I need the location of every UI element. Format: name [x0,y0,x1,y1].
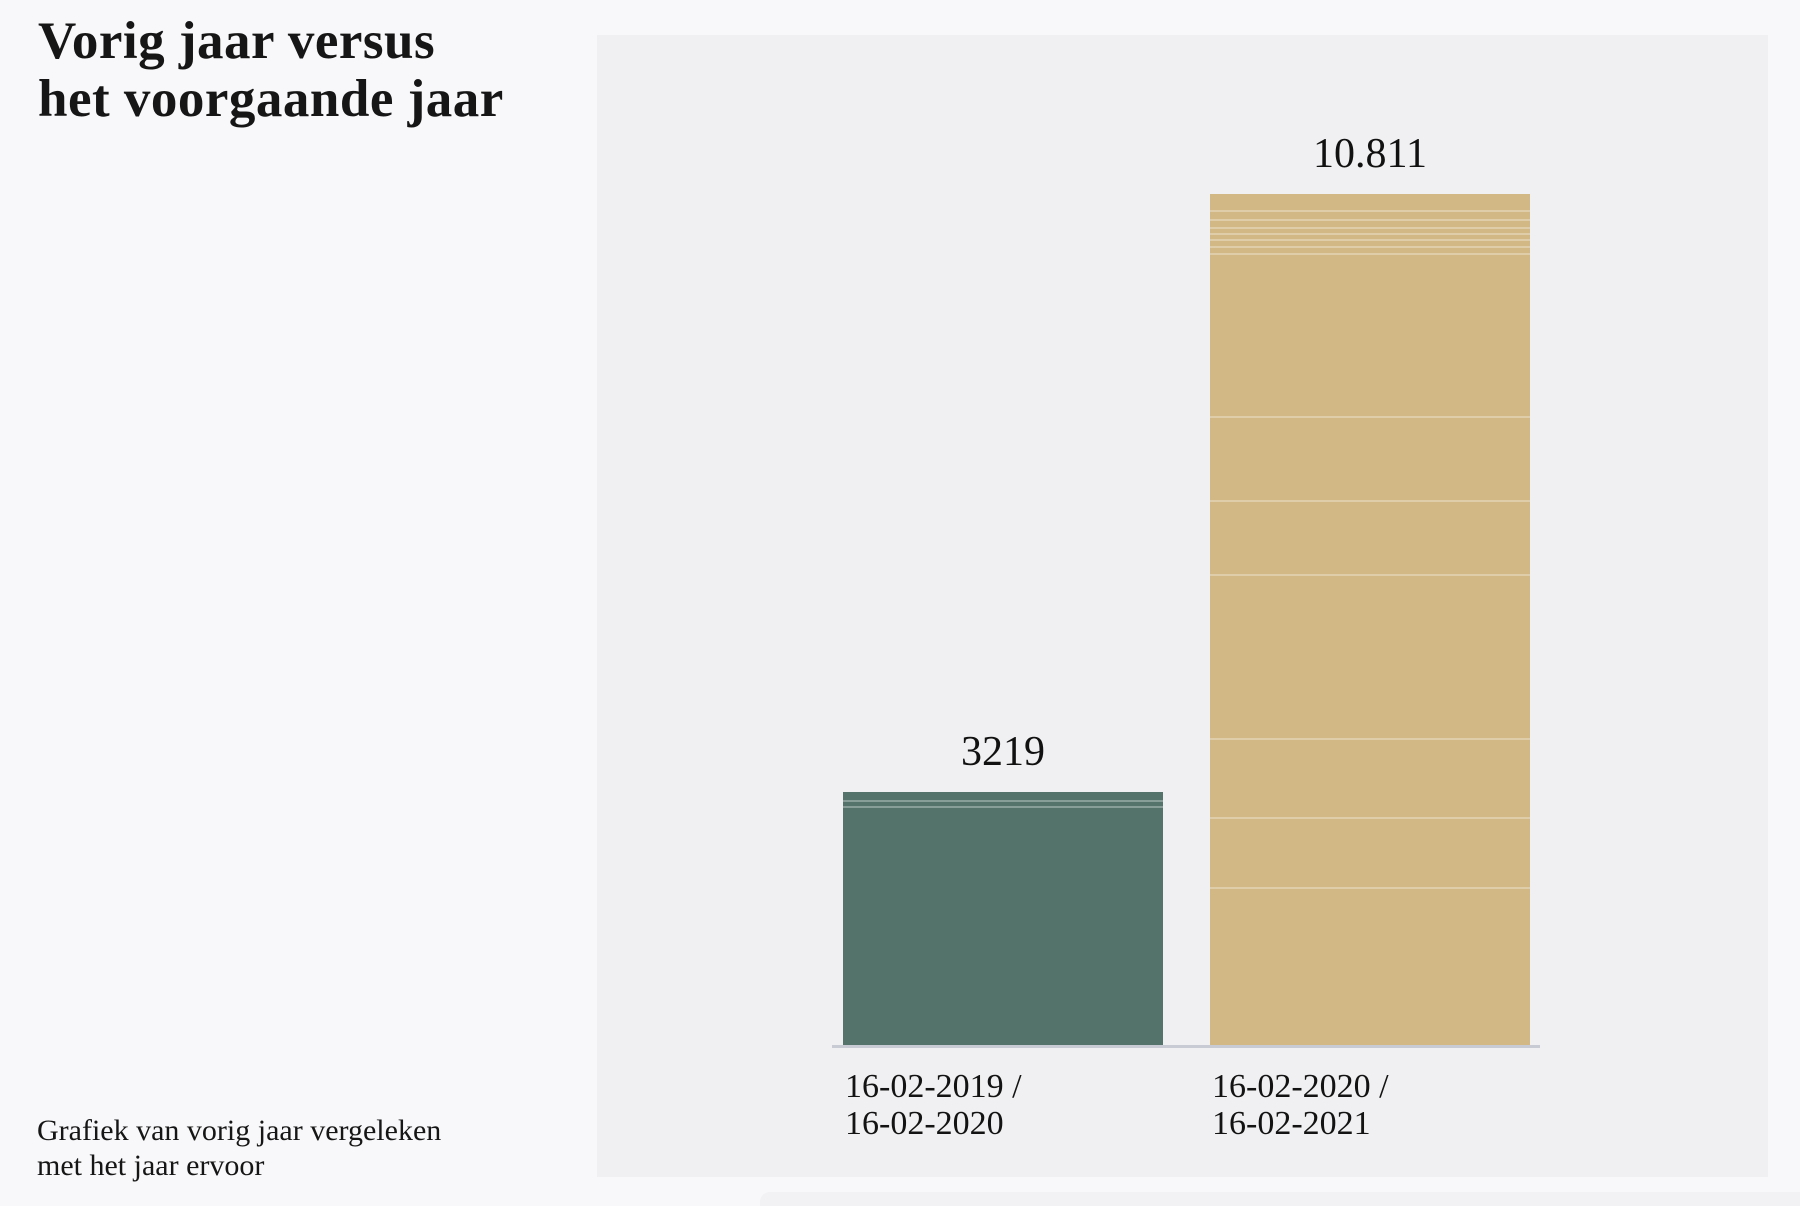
bar-segment-separator [843,806,1163,808]
x-axis-label-line: 16-02-2019 / [845,1068,1022,1105]
next-panel-edge [760,1192,1800,1206]
bar-1[interactable] [843,792,1163,1045]
page-title-line-2: het voorgaande jaar [38,70,504,128]
bar-segment-separator [1210,500,1530,502]
bar-segment-separator [1210,233,1530,235]
bar-value-label-1: 3219 [961,729,1045,775]
x-axis-line [832,1045,1540,1048]
x-axis-label-line: 16-02-2020 [845,1105,1004,1142]
bar-segment-separator [1210,817,1530,819]
page-title: Vorig jaar versus het voorgaande jaar [38,12,504,128]
x-axis-label-line: 16-02-2020 / [1212,1068,1389,1105]
bar-segment-separator [1210,210,1530,212]
bar-segment-separator [843,800,1163,802]
bar-segment-separator [1210,219,1530,221]
chart-panel: 3219 16-02-2019 /16-02-2020 10.811 16-02-20… [597,35,1768,1177]
bar-segment-separator [1210,246,1530,248]
x-axis-label-1: 16-02-2019 /16-02-2020 [845,1068,1022,1142]
x-axis-label-2: 16-02-2020 /16-02-2021 [1212,1068,1389,1142]
chart-caption: Grafiek van vorig jaar vergeleken met he… [37,1113,441,1183]
bar-segment-separator [1210,253,1530,255]
bar-2[interactable] [1210,194,1530,1045]
bar-segment-separator [1210,738,1530,740]
bar-segment-separator [1210,239,1530,241]
bar-segment-separator [1210,227,1530,229]
chart-caption-line-1: Grafiek van vorig jaar vergeleken [37,1114,442,1147]
bar-segment-separator [1210,416,1530,418]
chart-caption-line-2: met het jaar ervoor [37,1149,265,1182]
page-title-line-1: Vorig jaar versus [38,12,436,70]
bar-segment-separator [1210,574,1530,576]
bar-segment-separator [1210,887,1530,889]
x-axis-label-line: 16-02-2021 [1212,1105,1371,1142]
bar-value-label-2: 10.811 [1313,131,1427,177]
